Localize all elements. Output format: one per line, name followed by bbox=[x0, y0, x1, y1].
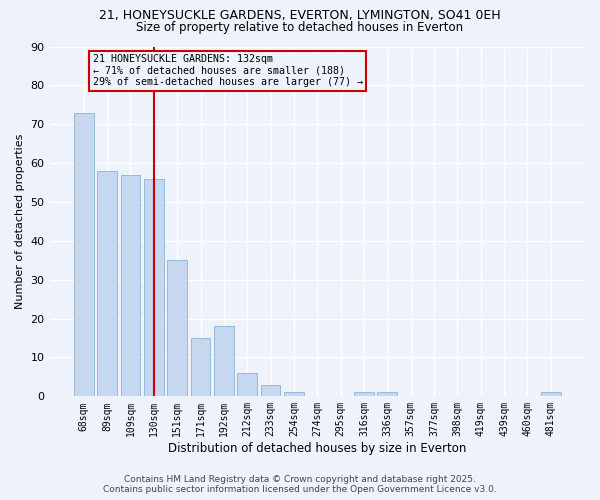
Bar bbox=[354, 392, 374, 396]
Bar bbox=[167, 260, 187, 396]
Text: Contains HM Land Registry data © Crown copyright and database right 2025.
Contai: Contains HM Land Registry data © Crown c… bbox=[103, 474, 497, 494]
Bar bbox=[144, 178, 164, 396]
Bar bbox=[377, 392, 397, 396]
Y-axis label: Number of detached properties: Number of detached properties bbox=[15, 134, 25, 309]
Bar bbox=[541, 392, 560, 396]
Bar bbox=[121, 175, 140, 396]
X-axis label: Distribution of detached houses by size in Everton: Distribution of detached houses by size … bbox=[168, 442, 466, 455]
Bar bbox=[97, 171, 117, 396]
Text: 21 HONEYSUCKLE GARDENS: 132sqm
← 71% of detached houses are smaller (188)
29% of: 21 HONEYSUCKLE GARDENS: 132sqm ← 71% of … bbox=[92, 54, 362, 88]
Bar bbox=[238, 373, 257, 396]
Bar bbox=[74, 112, 94, 397]
Bar bbox=[284, 392, 304, 396]
Text: Size of property relative to detached houses in Everton: Size of property relative to detached ho… bbox=[136, 21, 464, 34]
Bar bbox=[260, 384, 280, 396]
Bar bbox=[191, 338, 211, 396]
Bar bbox=[214, 326, 234, 396]
Text: 21, HONEYSUCKLE GARDENS, EVERTON, LYMINGTON, SO41 0EH: 21, HONEYSUCKLE GARDENS, EVERTON, LYMING… bbox=[99, 9, 501, 22]
